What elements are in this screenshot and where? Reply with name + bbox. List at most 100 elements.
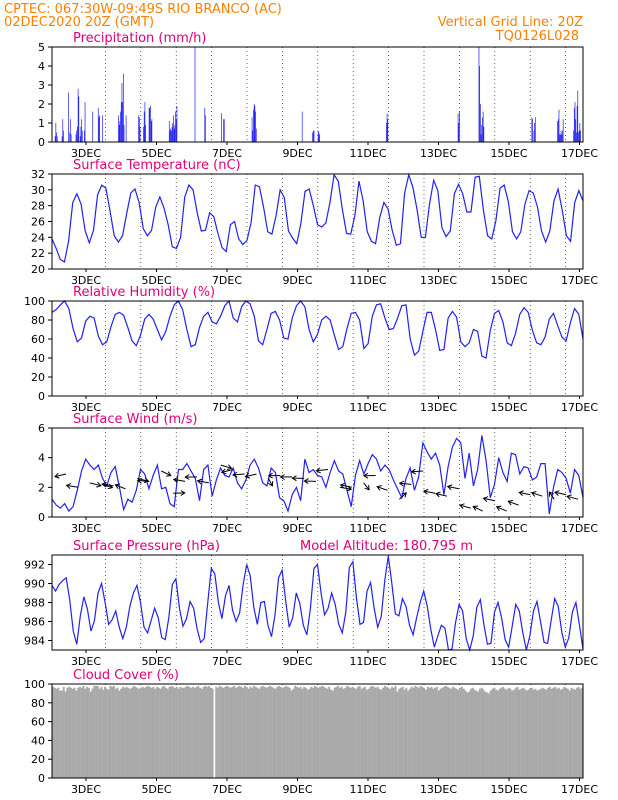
wind-vector-head — [315, 467, 321, 474]
cloud-cover-bar — [353, 687, 356, 778]
temperature-ytick-label: 30 — [31, 184, 45, 197]
wind-vector-head — [232, 471, 238, 478]
pressure-xtick-label: 5DEC — [141, 655, 171, 668]
cloud-cover-bar — [310, 686, 313, 778]
cloud-cover-bar — [317, 687, 320, 778]
wind-vector-head — [54, 472, 60, 479]
cloud-cover-ytick-label: 40 — [31, 734, 45, 747]
cloud-cover-bar — [152, 686, 155, 778]
precipitation-bar — [534, 117, 536, 142]
wind-vector-head — [482, 496, 489, 502]
cloud-cover-bar — [172, 686, 175, 778]
header-grid-line: Vertical Grid Line: 20Z — [438, 15, 583, 30]
precipitation-bar — [557, 119, 559, 142]
precipitation-bar — [459, 111, 460, 142]
cloud-cover-bar — [335, 686, 338, 778]
cloud-cover-bar — [80, 687, 83, 778]
cloud-cover-bar — [575, 687, 578, 778]
humidity-ytick-label: 60 — [31, 333, 45, 346]
cloud-cover-bar — [557, 687, 560, 778]
wind-xtick-label: 17DEC — [561, 522, 598, 535]
cloud-cover-bar — [186, 685, 189, 778]
precipitation-ytick-label: 3 — [38, 79, 45, 92]
cloud-cover-bar — [68, 686, 71, 778]
wind-vector-head — [376, 485, 382, 491]
humidity-frame — [51, 300, 584, 397]
cloud-cover-bar — [462, 688, 465, 778]
cloud-cover-bar — [304, 687, 307, 778]
cloud-cover-ytick-label: 80 — [31, 697, 45, 710]
wind-ytick-label: 0 — [38, 511, 45, 524]
cloud-cover-bar — [138, 688, 141, 778]
cloud-cover-bar — [150, 687, 153, 778]
cloud-cover-bar — [355, 688, 358, 778]
humidity-xtick-label: 7DEC — [212, 401, 242, 414]
wind-vector-head — [446, 484, 453, 491]
precipitation-bar — [77, 126, 78, 142]
cloud-cover-bar — [328, 686, 331, 778]
precipitation-xtick-label: 13DEC — [420, 147, 457, 160]
wind-vector-head — [220, 468, 227, 475]
precipitation-bar — [317, 130, 319, 142]
precipitation-bar — [78, 96, 80, 142]
cloud-cover-bar — [425, 689, 428, 778]
wind-vector — [548, 491, 555, 500]
precipitation-bar — [171, 126, 173, 142]
wind-vector-head — [172, 477, 179, 483]
wind-vector-head — [101, 481, 107, 488]
cloud-cover-bar — [312, 687, 315, 778]
precipitation-bar — [138, 115, 139, 142]
precipitation-bar — [386, 123, 387, 142]
cloud-cover-bar — [276, 686, 279, 778]
precipitation-bar — [145, 124, 146, 142]
wind-vector — [197, 480, 209, 484]
temperature-xtick-label: 11DEC — [349, 274, 386, 287]
precipitation-bar — [205, 115, 206, 142]
precipitation-bar — [173, 128, 175, 142]
cloud-cover-bar — [568, 690, 571, 778]
precipitation-bar — [63, 130, 64, 142]
precipitation-bar — [69, 132, 71, 142]
cloud-cover-bar — [500, 687, 503, 778]
cloud-cover-bar — [82, 685, 85, 778]
precipitation-bar — [574, 102, 576, 142]
humidity-xtick-label: 5DEC — [141, 401, 171, 414]
cloud-cover-bar — [59, 690, 62, 778]
cloud-cover-bar — [552, 687, 555, 778]
cloud-cover-bar — [139, 687, 142, 778]
precipitation-bar — [532, 119, 533, 142]
precipitation-frame — [51, 46, 584, 143]
cloud-cover-bar — [193, 687, 196, 778]
cloud-cover-bar — [290, 690, 293, 778]
precipitation-xtick-label: 11DEC — [349, 147, 386, 160]
cloud-cover-bar — [145, 686, 148, 778]
wind-xtick-label: 15DEC — [490, 522, 527, 535]
pressure-ytick-label: 992 — [24, 559, 45, 572]
wind-title: Surface Wind (m/s) — [73, 412, 197, 427]
cloud-cover-bar — [538, 689, 541, 778]
cloud-cover-bar — [434, 687, 437, 778]
precipitation-bar — [478, 47, 480, 142]
precipitation-bar — [254, 105, 256, 142]
wind-vector — [339, 486, 352, 490]
cloud-cover-bar — [473, 689, 476, 778]
wind-xtick-label: 11DEC — [349, 522, 386, 535]
humidity-ytick-label: 0 — [38, 390, 45, 403]
pressure-ytick-label: 990 — [24, 578, 45, 591]
humidity-ytick-label: 40 — [31, 352, 45, 365]
cloud-cover-bar — [173, 687, 176, 778]
cloud-cover-bar — [123, 687, 126, 778]
cloud-cover-bar — [156, 686, 158, 778]
cloud-cover-bar — [60, 690, 63, 778]
precipitation-bar — [481, 124, 483, 142]
cloud-cover-ytick-label: 60 — [31, 716, 45, 729]
precipitation-bar — [92, 111, 94, 142]
wind-vector-head — [166, 471, 172, 477]
cloud-cover-xtick-label: 9DEC — [282, 783, 312, 796]
cloud-cover-bar — [556, 688, 559, 778]
wind-xtick-label: 9DEC — [282, 522, 312, 535]
precipitation-bar — [221, 113, 222, 142]
cloud-cover-bar — [182, 687, 185, 778]
pressure-xtick-label: 7DEC — [212, 655, 242, 668]
precipitation-bar — [169, 130, 171, 142]
